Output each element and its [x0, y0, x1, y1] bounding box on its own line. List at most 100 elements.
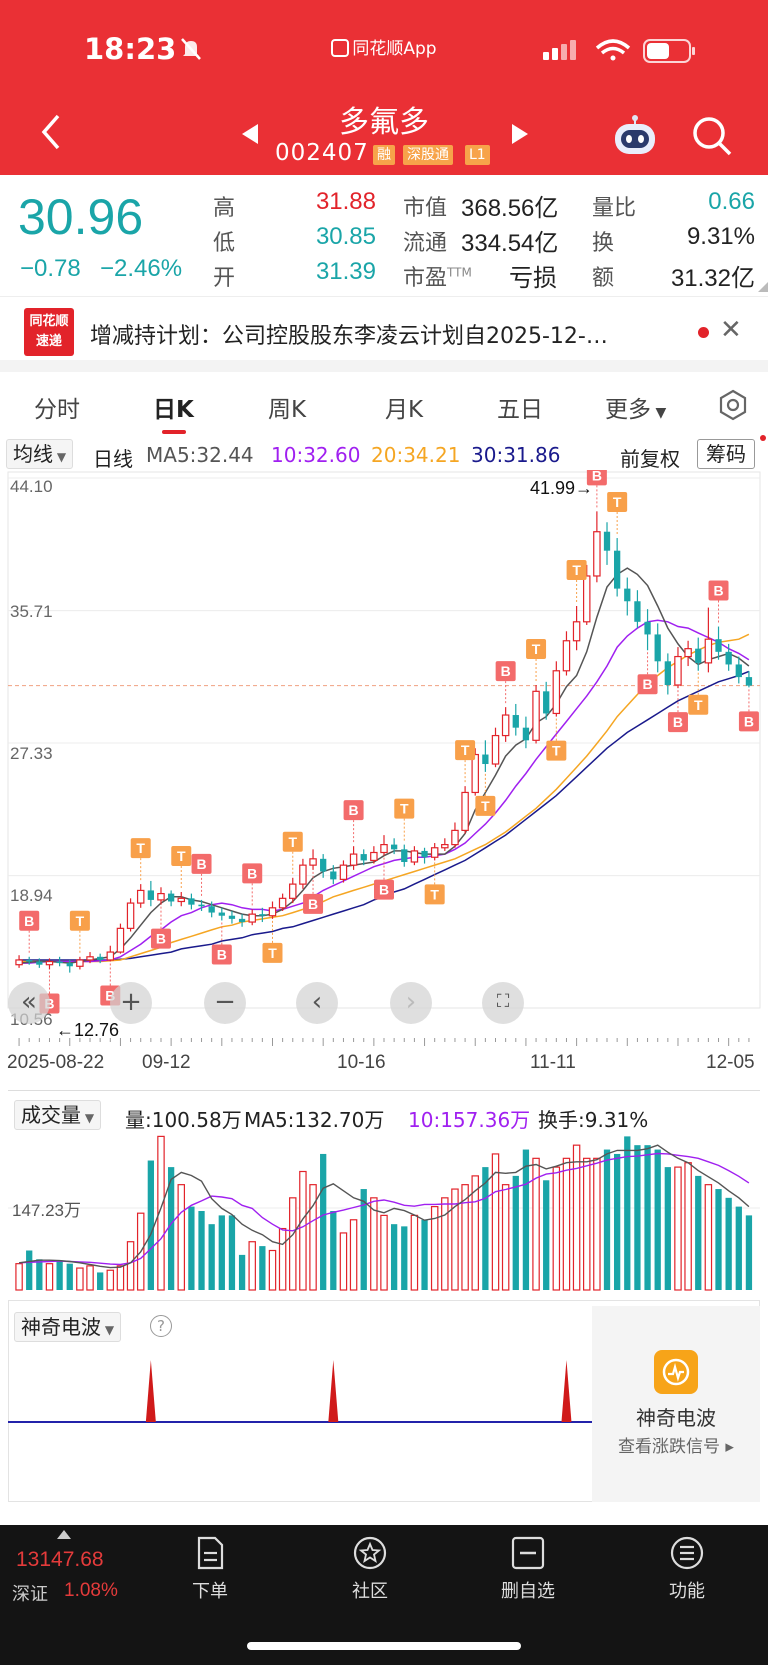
- adjust-mode[interactable]: 前复权: [620, 447, 680, 471]
- next-icon[interactable]: ›: [390, 982, 432, 1024]
- nav-remove-watchlist[interactable]: 删自选: [478, 1535, 578, 1603]
- volume-bar-up: [451, 1188, 459, 1291]
- signal-marker: T: [69, 910, 90, 955]
- signal-marker-label: T: [136, 840, 145, 856]
- volume-ma10-line: [19, 1152, 750, 1266]
- low-marker: ←12.76: [56, 1020, 120, 1040]
- volume-bar-up: [461, 1184, 469, 1291]
- candle-down: [198, 904, 205, 907]
- candlestick-chart[interactable]: BBTBTBTBBBTTBBBTTTTBTTTBTBBTBB: [0, 470, 768, 1040]
- signal-marker-label: T: [552, 743, 561, 759]
- magic-wave-link[interactable]: 查看涨跌信号 ▸: [618, 1437, 734, 1457]
- volume-bar-up: [532, 1157, 540, 1291]
- expand-corner-icon[interactable]: [758, 282, 768, 292]
- candle-down: [512, 715, 519, 728]
- candle-down: [360, 854, 367, 861]
- candle-down: [735, 664, 742, 678]
- signal-marker-label: T: [400, 801, 409, 817]
- news-headline[interactable]: 增减持计划：公司控股股东李凌云计划自2025-12-…: [90, 324, 608, 349]
- news-logo: 同花顺 速递: [24, 308, 74, 356]
- volume-bar-up: [278, 1227, 287, 1291]
- signal-marker: T: [171, 846, 192, 891]
- tab-weekly-k[interactable]: 周K: [268, 397, 307, 423]
- index-value[interactable]: 13147.68: [16, 1548, 104, 1571]
- tag-level1: L1: [465, 145, 490, 165]
- battery-icon: [643, 39, 695, 63]
- candle-down: [614, 550, 621, 589]
- next-stock-icon[interactable]: [510, 122, 530, 146]
- signal-marker: T: [546, 718, 567, 761]
- zoom-in-icon[interactable]: +: [110, 982, 152, 1024]
- signal-marker-label: T: [430, 886, 439, 902]
- candle-down: [482, 754, 489, 765]
- candle-up: [278, 897, 287, 909]
- volume-bar-down: [522, 1149, 530, 1290]
- volume-bar-up: [289, 1197, 297, 1291]
- volume-bar-up: [593, 1157, 601, 1291]
- volume-bar-down: [695, 1175, 702, 1290]
- nav-functions[interactable]: 功能: [637, 1535, 737, 1603]
- zoom-out-icon[interactable]: −: [204, 982, 246, 1024]
- tab-intraday[interactable]: 分时: [34, 397, 80, 423]
- close-icon[interactable]: ✕: [720, 315, 742, 345]
- prev-stock-icon[interactable]: [240, 122, 260, 146]
- volume-bar-up: [15, 1263, 23, 1291]
- divider: [8, 1090, 760, 1091]
- back-arrow-icon[interactable]: [36, 112, 66, 152]
- signal-marker: T: [455, 740, 476, 785]
- x-tick: 11-11: [530, 1052, 576, 1073]
- signal-marker-badge: [607, 492, 628, 513]
- signal-marker: B: [303, 871, 324, 914]
- magic-wave-promo[interactable]: [592, 1306, 760, 1502]
- volume-chart: [8, 1135, 760, 1291]
- chip-distribution-button[interactable]: 筹码: [697, 439, 755, 469]
- app-icon: [331, 39, 350, 57]
- volume-bar-up: [674, 1166, 682, 1291]
- candle-up: [501, 714, 510, 737]
- signal-marker-label: T: [268, 945, 277, 961]
- signal-marker: B: [191, 853, 212, 898]
- index-name: 深证: [12, 1584, 48, 1605]
- magic-wave-selector[interactable]: 神奇电波 ▼: [14, 1312, 122, 1342]
- search-icon[interactable]: [690, 114, 734, 158]
- signal-marker-label: T: [532, 641, 541, 657]
- volume-bar-up: [339, 1232, 348, 1291]
- signal-marker: B: [586, 470, 607, 510]
- tag-sz-connect: 深股通: [403, 145, 453, 165]
- volume-bar-down: [320, 1153, 327, 1290]
- assistant-robot-icon[interactable]: [612, 112, 658, 158]
- prev-icon[interactable]: ‹: [296, 982, 338, 1024]
- nav-community[interactable]: 社区: [320, 1535, 420, 1603]
- signal-marker: T: [526, 639, 547, 684]
- volume-bar-down: [26, 1250, 33, 1290]
- candle-down: [715, 639, 722, 652]
- volume-bar-up: [380, 1214, 388, 1291]
- candle-up: [309, 858, 317, 866]
- tab-five-day[interactable]: 五日: [497, 397, 543, 423]
- volume-bar-up: [157, 1135, 165, 1291]
- volume-bar-down: [644, 1145, 651, 1290]
- ma20-value: 20:34.21: [371, 443, 461, 467]
- label-turnover: 换: [592, 231, 615, 256]
- candle-up: [532, 690, 540, 741]
- volume-bar-up: [45, 1263, 54, 1291]
- tab-monthly-k[interactable]: 月K: [385, 397, 424, 423]
- expand-up-icon[interactable]: [57, 1530, 71, 1539]
- fullscreen-icon[interactable]: ⛶: [482, 982, 524, 1024]
- signal-marker: T: [424, 862, 445, 905]
- candle-down: [208, 906, 215, 913]
- signal-marker-label: B: [379, 882, 389, 898]
- volume-bar-down: [218, 1215, 225, 1290]
- ma-selector[interactable]: 均线 ▼: [6, 439, 74, 469]
- nav-order[interactable]: 下单: [160, 1535, 260, 1603]
- volume-selector[interactable]: 成交量 ▼: [14, 1100, 102, 1130]
- tab-daily-k[interactable]: 日K: [153, 397, 194, 423]
- candle-down: [624, 588, 631, 602]
- tab-more[interactable]: 更多 ▼: [605, 397, 667, 423]
- label-open: 开: [213, 266, 236, 291]
- help-icon[interactable]: ?: [150, 1315, 172, 1337]
- settings-hexagon-icon[interactable]: [716, 388, 750, 422]
- signal-marker-badge: [526, 639, 547, 660]
- app-header: 18:23 同花顺App 多氟多 002407 融 深股通 L1: [0, 0, 768, 175]
- scroll-left-icon[interactable]: «: [8, 982, 50, 1024]
